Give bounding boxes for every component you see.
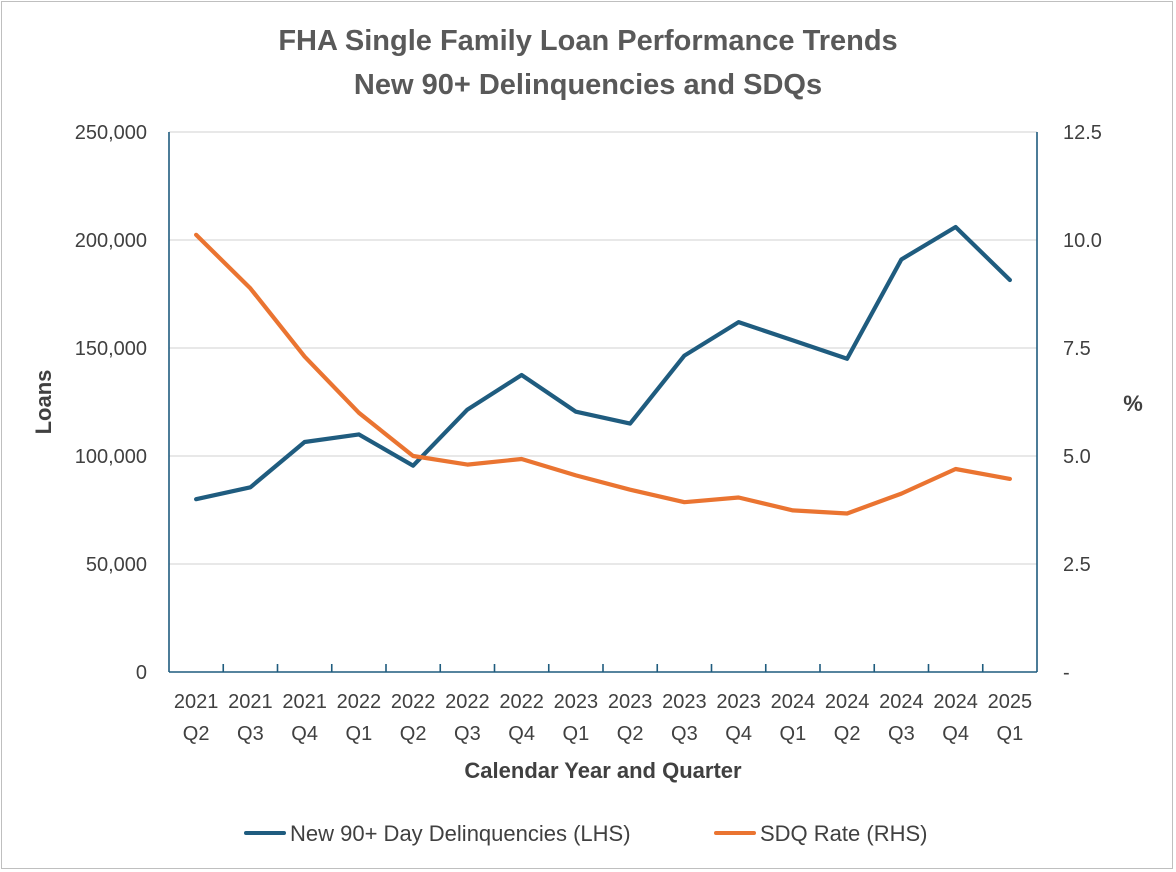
x-tick-year: 2024 xyxy=(879,691,924,713)
x-tick-year: 2021 xyxy=(228,691,273,713)
x-tick-quarter: Q2 xyxy=(400,723,427,745)
left-axis-ticks: 0 50,000 100,000 150,000 200,000 250,000 xyxy=(75,122,147,684)
legend-label-sdq-rate: SDQ Rate (RHS) xyxy=(760,821,927,846)
x-tick-year: 2023 xyxy=(662,691,707,713)
gridlines xyxy=(169,131,1037,565)
x-tick-year: 2023 xyxy=(716,691,761,713)
x-axis-ticks: 2021 Q2 2021 Q3 2021 Q4 2022 Q1 2022 Q2 2022 Q3 2022… xyxy=(174,664,1032,745)
x-tick-quarter: Q3 xyxy=(237,723,264,745)
left-tick-label: 100,000 xyxy=(75,446,147,468)
x-tick-quarter: Q1 xyxy=(346,723,373,745)
right-tick-label: 5.0 xyxy=(1063,446,1091,468)
x-tick-year: 2023 xyxy=(608,691,653,713)
x-tick-year: 2024 xyxy=(771,691,816,713)
series-line-sdq-rate xyxy=(194,232,1013,516)
series-line-delinquencies xyxy=(194,224,1013,502)
x-tick-quarter: Q4 xyxy=(291,723,318,745)
x-tick-quarter: Q4 xyxy=(942,723,969,745)
right-axis-ticks: - 2.5 5.0 7.5 10.0 12.5 xyxy=(1063,122,1102,684)
x-tick-quarter: Q1 xyxy=(997,723,1024,745)
right-tick-label: 12.5 xyxy=(1063,122,1102,144)
x-tick-year: 2021 xyxy=(282,691,327,713)
legend-label-delinquencies: New 90+ Day Delinquencies (LHS) xyxy=(290,821,631,846)
x-tick-year: 2024 xyxy=(933,691,978,713)
x-tick-year: 2023 xyxy=(554,691,599,713)
x-tick-year: 2022 xyxy=(391,691,436,713)
right-tick-label: 10.0 xyxy=(1063,230,1102,252)
x-tick-quarter: Q3 xyxy=(671,723,698,745)
x-tick-quarter: Q2 xyxy=(834,723,861,745)
chart-title-line-1: FHA Single Family Loan Performance Trend… xyxy=(278,25,897,57)
x-tick-year: 2025 xyxy=(988,691,1033,713)
x-axis-title: Calendar Year and Quarter xyxy=(464,758,742,783)
chart-title-line-2: New 90+ Delinquencies and SDQs xyxy=(354,69,822,101)
x-tick-year: 2022 xyxy=(337,691,382,713)
left-axis-title: Loans xyxy=(31,370,56,435)
x-tick-year: 2021 xyxy=(174,691,219,713)
right-tick-label: 2.5 xyxy=(1063,554,1091,576)
right-tick-label: - xyxy=(1063,662,1070,684)
x-tick-quarter: Q2 xyxy=(183,723,210,745)
x-tick-year: 2022 xyxy=(499,691,544,713)
x-tick-quarter: Q4 xyxy=(725,723,752,745)
right-tick-label: 7.5 xyxy=(1063,338,1091,360)
right-axis-title: % xyxy=(1123,391,1143,416)
x-tick-quarter: Q4 xyxy=(508,723,535,745)
x-tick-year: 2024 xyxy=(825,691,870,713)
x-tick-quarter: Q1 xyxy=(780,723,807,745)
left-tick-label: 250,000 xyxy=(75,122,147,144)
series-lines xyxy=(194,224,1013,516)
left-tick-label: 150,000 xyxy=(75,338,147,360)
x-tick-year: 2022 xyxy=(445,691,490,713)
x-tick-quarter: Q1 xyxy=(563,723,590,745)
left-tick-label: 200,000 xyxy=(75,230,147,252)
legend: New 90+ Day Delinquencies (LHS) SDQ Rate… xyxy=(244,821,927,846)
left-tick-label: 0 xyxy=(136,662,147,684)
plot-area-border xyxy=(168,132,1038,673)
x-tick-quarter: Q2 xyxy=(617,723,644,745)
x-tick-quarter: Q3 xyxy=(888,723,915,745)
x-tick-quarter: Q3 xyxy=(454,723,481,745)
left-tick-label: 50,000 xyxy=(86,554,147,576)
